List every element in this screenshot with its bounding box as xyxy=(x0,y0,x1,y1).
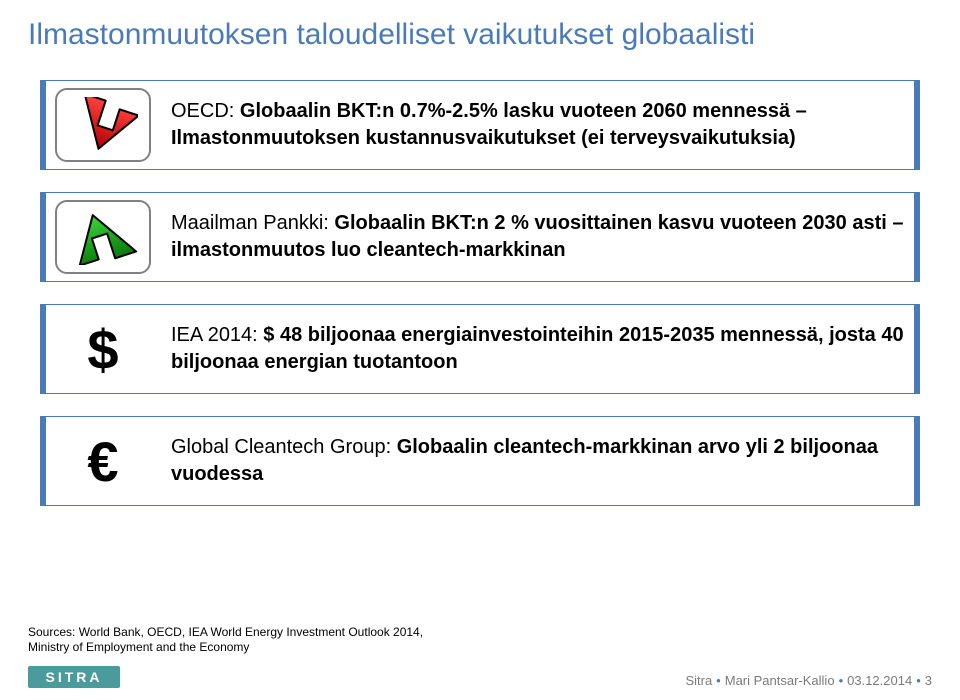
euro-sign: € xyxy=(87,429,118,494)
info-box-oecd: OECD: Globaalin BKT:n 0.7%-2.5% lasku vu… xyxy=(40,80,920,170)
box-text: IEA 2014: $ 48 biljoonaa energiainvestoi… xyxy=(171,322,905,376)
lead-label: IEA 2014: xyxy=(171,324,263,346)
footer-left: Sources: World Bank, OECD, IEA World Ene… xyxy=(28,625,423,688)
red-down-arrow-icon xyxy=(55,88,151,162)
euro-icon: € xyxy=(55,424,151,498)
footer-page: 3 xyxy=(925,673,932,688)
lead-label: Global Cleantech Group: xyxy=(171,436,397,458)
separator: • xyxy=(716,673,721,688)
green-up-arrow-icon xyxy=(55,200,151,274)
source-line-1: Sources: World Bank, OECD, IEA World Ene… xyxy=(28,625,423,641)
box-text: OECD: Globaalin BKT:n 0.7%-2.5% lasku vu… xyxy=(171,98,905,152)
dollar-icon: $ xyxy=(55,312,151,386)
dollar-sign: $ xyxy=(87,317,118,382)
lead-label: Maailman Pankki: xyxy=(171,212,334,234)
separator: • xyxy=(916,673,921,688)
slide-footer: Sources: World Bank, OECD, IEA World Ene… xyxy=(0,625,960,688)
body-copy: Globaalin BKT:n 0.7%-2.5% lasku vuoteen … xyxy=(171,100,807,149)
info-box-iea: $ IEA 2014: $ 48 biljoonaa energiainvest… xyxy=(40,304,920,394)
slide-title: Ilmastonmuutoksen taloudelliset vaikutuk… xyxy=(0,0,960,52)
info-box-cleantech: € Global Cleantech Group: Globaalin clea… xyxy=(40,416,920,506)
separator: • xyxy=(839,673,844,688)
footer-author: Mari Pantsar-Kallio xyxy=(725,673,835,688)
info-box-worldbank: Maailman Pankki: Globaalin BKT:n 2 % vuo… xyxy=(40,192,920,282)
content-area: OECD: Globaalin BKT:n 0.7%-2.5% lasku vu… xyxy=(0,52,960,506)
source-line-2: Ministry of Employment and the Economy xyxy=(28,640,423,656)
box-text: Global Cleantech Group: Globaalin cleant… xyxy=(171,434,905,488)
box-text: Maailman Pankki: Globaalin BKT:n 2 % vuo… xyxy=(171,210,905,264)
footer-date: 03.12.2014 xyxy=(847,673,912,688)
lead-label: OECD: xyxy=(171,100,240,122)
sitra-logo: SITRA xyxy=(28,666,120,688)
footer-meta: Sitra•Mari Pantsar-Kallio•03.12.2014•3 xyxy=(685,673,932,688)
body-copy: $ 48 biljoonaa energiainvestointeihin 20… xyxy=(171,324,904,373)
footer-org: Sitra xyxy=(685,673,712,688)
source-citation: Sources: World Bank, OECD, IEA World Ene… xyxy=(28,625,423,656)
